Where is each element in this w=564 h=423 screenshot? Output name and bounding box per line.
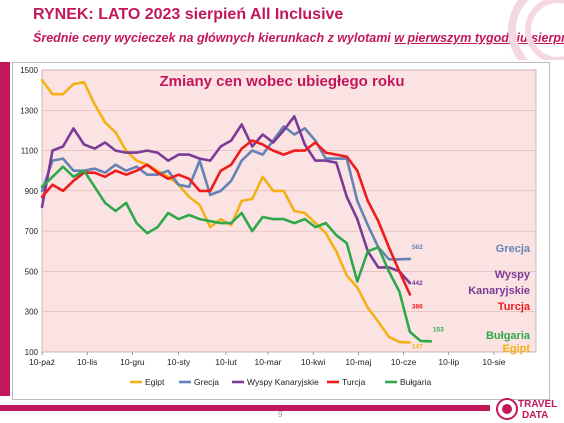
chart: 100 300 500 700 900 1100 1300 1500 10-paź 10-lis… — [12, 62, 550, 400]
y-tick-label: 300 — [25, 308, 39, 317]
right-series-label: Turcja — [498, 301, 531, 313]
right-series-labels: Grecja Wyspy Kanaryjskie Turcja BułgariaEgip… — [468, 243, 531, 355]
end-value-label: 562 — [412, 244, 423, 251]
y-tick-label: 1100 — [21, 147, 39, 156]
page-title: RYNEK: LATO 2023 sierpień All Inclusive — [33, 6, 344, 23]
travel-data-logo: TRAVEL DATA — [496, 398, 557, 421]
end-value-label: 153 — [433, 326, 444, 333]
footer-bar — [0, 405, 490, 411]
y-tick-label: 1500 — [20, 66, 38, 75]
x-tick-label: 10-mar — [255, 357, 282, 367]
legend: Egipt Grecja Wyspy Kanaryjskie Turcja Bułgar… — [130, 377, 431, 387]
plot-area — [41, 69, 537, 353]
legend-label: Egipt — [145, 377, 165, 387]
right-series-label: Bułgaria — [486, 330, 531, 342]
y-tick-label: 1300 — [20, 106, 38, 115]
x-tick-label: 10-cze — [391, 357, 417, 367]
end-value-label: 147 — [412, 344, 423, 351]
x-tick-label: 10-maj — [345, 357, 371, 367]
legend-label: Grecja — [194, 377, 219, 387]
y-tick-label: 900 — [25, 187, 39, 196]
subtitle-underlined: w pierwszym tygodniu sierpnia — [394, 31, 564, 45]
x-axis: 10-paź 10-lis 10-gru 10-sty 10-lut 10-mar 10-k… — [29, 352, 506, 367]
end-value-label: 442 — [412, 280, 423, 287]
x-tick-label: 10-lis — [77, 357, 97, 367]
x-tick-label: 10-paź — [29, 357, 55, 367]
legend-label: Turcja — [342, 377, 366, 387]
page-number: 9 — [278, 410, 283, 419]
subtitle-text: Średnie ceny wycieczek na głównych kieru… — [33, 31, 395, 45]
x-tick-label: 10-sty — [167, 357, 191, 367]
x-tick-label: 10-sie — [482, 357, 505, 367]
page-subtitle: Średnie ceny wycieczek na głównych kieru… — [33, 31, 564, 45]
series-line-wyspy-kanaryjskie — [40, 114, 412, 285]
right-series-label: Kanaryjskie — [468, 285, 530, 297]
y-axis: 100 300 500 700 900 1100 1300 1500 — [20, 66, 38, 357]
left-accent-stripe — [0, 62, 10, 396]
decorative-arcs — [508, 0, 564, 60]
chart-title: Zmiany cen wobec ubiegłego roku — [159, 73, 404, 90]
series-line-grecja — [40, 125, 412, 261]
gridlines — [42, 69, 536, 353]
legend-label: Bułgaria — [400, 377, 431, 387]
end-value-label: 386 — [412, 303, 423, 310]
header-band: RYNEK: LATO 2023 sierpień All Inclusive … — [0, 0, 564, 56]
x-tick-label: 10-kwi — [301, 357, 326, 367]
logo-text-data: DATA — [522, 410, 548, 421]
y-tick-label: 100 — [25, 348, 39, 357]
logo-text-travel: TRAVEL — [518, 399, 557, 410]
y-tick-label: 500 — [25, 267, 39, 276]
series-layer — [40, 78, 433, 344]
x-tick-label: 10-gru — [120, 357, 145, 367]
y-tick-label: 700 — [25, 227, 39, 236]
series-line-turcja — [40, 139, 412, 296]
series-line-bułgaria — [40, 165, 433, 343]
x-tick-label: 10-lip — [438, 357, 459, 367]
end-value-labels: 562 442 386 153 147 — [412, 244, 444, 351]
right-series-label: Wyspy — [495, 269, 531, 281]
x-tick-label: 10-lut — [215, 357, 237, 367]
legend-label: Wyspy Kanaryjskie — [247, 377, 319, 387]
right-series-label: Grecja — [496, 243, 531, 255]
right-series-label: Egipt — [503, 343, 531, 355]
